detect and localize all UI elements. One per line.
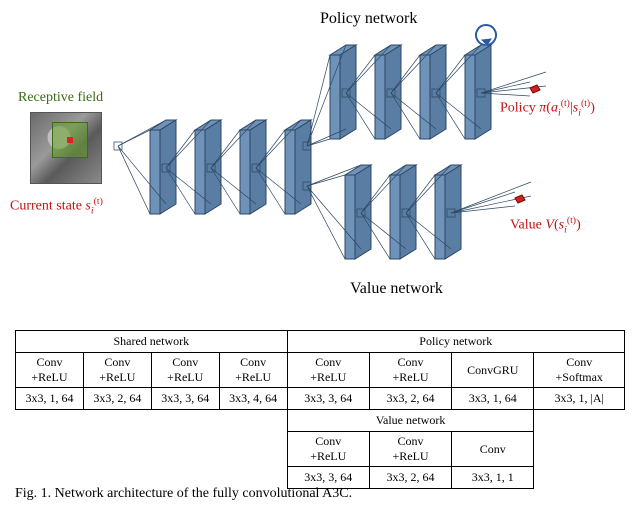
cell: 3x3, 1, |A| — [534, 388, 625, 410]
cell: 3x3, 4, 64 — [219, 388, 287, 410]
cell: Conv+ReLU — [16, 353, 84, 388]
value-network-title: Value network — [350, 280, 443, 298]
cell: 3x3, 3, 64 — [151, 388, 219, 410]
cell: Conv+ReLU — [369, 432, 451, 467]
architecture-table: Shared network Policy network Conv+ReLU … — [15, 330, 625, 489]
cell: 3x3, 2, 64 — [83, 388, 151, 410]
receptive-field-label: Receptive field — [18, 90, 103, 106]
value-output-label: Value V(si(t)) — [510, 215, 581, 235]
cell: Conv+ReLU — [287, 353, 369, 388]
figure-caption: Fig. 1. Network architecture of the full… — [15, 486, 352, 502]
cell: 3x3, 1, 64 — [452, 388, 534, 410]
policy-header: Policy network — [287, 331, 624, 353]
cell: 3x3, 3, 64 — [287, 388, 369, 410]
cell: 3x3, 1, 1 — [452, 467, 534, 489]
table-row: Value network — [16, 410, 625, 432]
table-header-row: Shared network Policy network — [16, 331, 625, 353]
cell: Conv+ReLU — [287, 432, 369, 467]
table-row: 3x3, 1, 64 3x3, 2, 64 3x3, 3, 64 3x3, 4,… — [16, 388, 625, 410]
current-state-label: Current state si(t) — [10, 196, 103, 216]
table-row: Conv+ReLU Conv+ReLU Conv — [16, 432, 625, 467]
table-row: Conv+ReLU Conv+ReLU Conv+ReLU Conv+ReLU … — [16, 353, 625, 388]
cell: Conv+ReLU — [219, 353, 287, 388]
cell: Conv+Softmax — [534, 353, 625, 388]
cell: 3x3, 1, 64 — [16, 388, 84, 410]
cell: Conv+ReLU — [369, 353, 451, 388]
center-pixel — [67, 137, 73, 143]
cell: Conv — [452, 432, 534, 467]
cell: 3x3, 2, 64 — [369, 388, 451, 410]
cell: 3x3, 2, 64 — [369, 467, 451, 489]
cell: Conv+ReLU — [83, 353, 151, 388]
policy-output-label: Policy π(ai(t)|si(t)) — [500, 98, 595, 118]
cell: Conv+ReLU — [151, 353, 219, 388]
cell: ConvGRU — [452, 353, 534, 388]
policy-network-title: Policy network — [320, 10, 417, 28]
shared-header: Shared network — [16, 331, 288, 353]
value-header: Value network — [287, 410, 534, 432]
